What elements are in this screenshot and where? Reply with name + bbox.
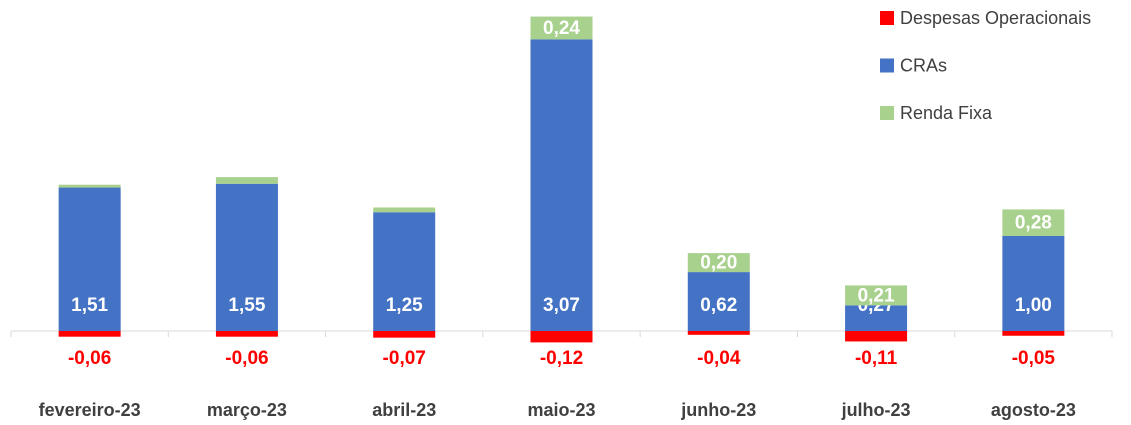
bar-segment — [845, 305, 908, 331]
x-tick-label: março-23 — [207, 400, 287, 420]
x-tick-label: maio-23 — [527, 400, 595, 420]
bar-segment — [687, 331, 750, 335]
data-label: -0,12 — [540, 348, 583, 369]
data-label: 0,24 — [543, 18, 580, 39]
data-label: 1,51 — [71, 295, 108, 316]
legend-swatch — [880, 106, 894, 120]
data-label: 3,07 — [543, 295, 580, 316]
data-label: -0,07 — [383, 348, 426, 369]
data-label: 1,25 — [386, 295, 423, 316]
bar-segment — [530, 39, 593, 331]
data-label: -0,06 — [68, 348, 111, 369]
legend-swatch — [880, 11, 894, 25]
data-label: 1,55 — [228, 295, 265, 316]
data-label: 0,20 — [700, 253, 737, 274]
data-label: 0,28 — [1015, 213, 1052, 234]
bar-segment — [1002, 209, 1065, 236]
bar-segment — [530, 331, 593, 343]
data-label: -0,06 — [225, 348, 268, 369]
bar-segment — [58, 331, 121, 337]
bar-segment — [530, 16, 593, 40]
bar-segment — [1002, 236, 1065, 331]
bar-segment — [373, 207, 436, 213]
data-label: 1,00 — [1015, 295, 1052, 316]
bar-segment — [58, 187, 121, 331]
data-label: 0,21 — [858, 285, 895, 306]
bar-segment — [373, 212, 436, 331]
data-label: -0,11 — [855, 348, 898, 369]
bar-segment — [58, 184, 121, 188]
data-label: 0,62 — [700, 295, 737, 316]
x-tick-label: agosto-23 — [991, 400, 1076, 420]
bar-segment — [215, 331, 278, 337]
bar-segment — [687, 272, 750, 331]
bar-segment — [845, 285, 908, 306]
x-tick-label: julho-23 — [841, 400, 911, 420]
bar-segment — [215, 177, 278, 184]
legend-swatch — [880, 58, 894, 73]
legend-label: Renda Fixa — [900, 103, 993, 123]
bar-segment — [373, 331, 436, 338]
bar-segment — [215, 183, 278, 331]
bar-segment — [845, 331, 908, 342]
x-tick-label: abril-23 — [372, 400, 436, 420]
x-tick-label: fevereiro-23 — [39, 400, 141, 420]
bar-segment — [687, 253, 750, 273]
legend-label: CRAs — [900, 55, 947, 75]
x-tick-label: junho-23 — [680, 400, 756, 420]
bar-segment — [1002, 331, 1065, 336]
legend-label: Despesas Operacionais — [900, 8, 1091, 28]
data-label: -0,04 — [697, 348, 741, 369]
data-label: -0,05 — [1012, 348, 1056, 369]
